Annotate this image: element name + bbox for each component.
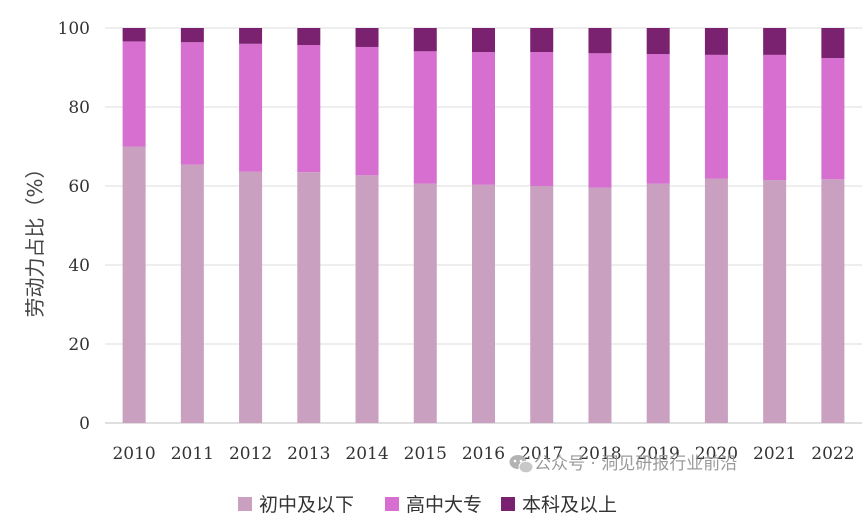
bar-segment-2019-series-2 [646, 28, 670, 55]
x-tick-label: 2021 [753, 444, 796, 464]
bar-segment-2018-series-0 [588, 187, 612, 423]
x-tick-label: 2018 [578, 444, 621, 464]
bar-segment-2015-series-0 [413, 183, 437, 423]
bar-segment-2017-series-1 [530, 52, 554, 186]
bar-segment-2011-series-1 [180, 42, 204, 165]
y-tick-label: 60 [68, 177, 90, 197]
bar-segment-2012-series-0 [239, 171, 263, 423]
bar-segment-2020-series-2 [704, 28, 728, 55]
x-tick-label: 2012 [229, 444, 272, 464]
legend-label-2: 本科及以上 [522, 494, 617, 516]
bar-segment-2012-series-2 [239, 28, 263, 44]
bar-segment-2015-series-2 [413, 28, 437, 52]
bar-segment-2016-series-0 [472, 184, 495, 423]
bar-segment-2022-series-2 [821, 28, 845, 59]
bars [122, 28, 845, 424]
x-tick-label: 2014 [345, 444, 388, 464]
x-tick-label: 2019 [637, 444, 680, 464]
bar-segment-2011-series-2 [180, 28, 204, 43]
bar-segment-2012-series-1 [239, 43, 263, 172]
y-tick-label: 40 [68, 256, 90, 276]
legend-label-0: 初中及以下 [259, 494, 354, 516]
bar-segment-2018-series-2 [588, 28, 612, 54]
bar-segment-2011-series-0 [180, 164, 204, 424]
y-tick-label: 100 [58, 19, 90, 39]
legend: 初中及以下 高中大专 本科及以上 [238, 494, 617, 516]
bar-segment-2021-series-1 [763, 54, 787, 181]
x-tick-label: 2017 [520, 444, 563, 464]
bar-segment-2010-series-2 [122, 28, 146, 42]
y-axis: 0 20 40 60 80 100 [58, 19, 90, 434]
bar-segment-2022-series-0 [821, 179, 845, 423]
x-tick-label: 2022 [811, 444, 854, 464]
x-axis: 2010 2011 2012 2013 2014 2015 2016 2017 2018 2019… [112, 444, 854, 464]
bar-segment-2020-series-1 [704, 54, 728, 179]
bar-segment-2013-series-0 [297, 172, 321, 423]
legend-swatch-0 [238, 497, 252, 511]
bar-segment-2013-series-2 [297, 28, 321, 45]
bar-segment-2021-series-0 [763, 180, 787, 423]
x-tick-label: 2013 [287, 444, 330, 464]
bar-segment-2017-series-0 [530, 186, 554, 423]
x-tick-label: 2010 [112, 444, 155, 464]
bar-segment-2016-series-2 [472, 28, 495, 53]
bar-segment-2022-series-1 [821, 58, 845, 180]
bar-segment-2021-series-2 [763, 28, 787, 55]
bar-segment-2019-series-0 [646, 183, 670, 423]
bar-segment-2017-series-2 [530, 28, 554, 53]
bar-segment-2016-series-1 [472, 52, 495, 185]
bar-segment-2020-series-0 [704, 178, 728, 423]
y-axis-label: 劳动力占比（%） [23, 158, 47, 317]
x-tick-label: 2016 [462, 444, 505, 464]
x-tick-label: 2011 [171, 444, 214, 464]
bar-segment-2018-series-1 [588, 53, 612, 188]
bar-segment-2014-series-2 [355, 28, 379, 47]
legend-swatch-1 [385, 497, 399, 511]
bar-segment-2014-series-1 [355, 46, 379, 176]
y-tick-label: 0 [79, 414, 90, 434]
legend-swatch-2 [501, 497, 515, 511]
y-tick-label: 80 [68, 98, 90, 118]
bar-segment-2015-series-1 [413, 51, 437, 184]
x-tick-label: 2015 [404, 444, 447, 464]
legend-label-1: 高中大专 [406, 494, 482, 516]
wechat-icon [509, 455, 534, 474]
bar-segment-2010-series-0 [122, 146, 146, 423]
bar-segment-2010-series-1 [122, 41, 146, 147]
bar-segment-2019-series-1 [646, 54, 670, 184]
y-tick-label: 20 [68, 335, 90, 355]
watermark: 公众号 · 洞见研报行业前沿 [509, 454, 737, 474]
x-tick-label: 2020 [695, 444, 738, 464]
watermark-text: 公众号 · 洞见研报行业前沿 [534, 454, 737, 474]
bar-segment-2013-series-1 [297, 44, 321, 173]
bar-segment-2014-series-0 [355, 175, 379, 423]
